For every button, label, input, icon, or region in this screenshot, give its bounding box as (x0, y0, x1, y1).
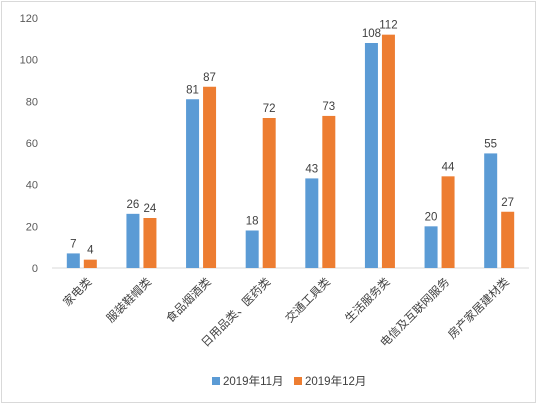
legend-swatch (294, 377, 302, 385)
legend-label: 2019年12月 (305, 374, 366, 388)
data-label: 112 (379, 20, 397, 32)
bar (245, 230, 259, 268)
data-label: 24 (144, 203, 157, 215)
bar (441, 176, 455, 268)
category-label: 交通工具类 (282, 274, 333, 325)
data-label: 27 (501, 197, 514, 209)
bar (484, 153, 498, 268)
bar (66, 253, 80, 268)
category-label: 食品烟酒类 (163, 274, 214, 325)
y-tick-label: 100 (20, 55, 38, 67)
legend-swatch (212, 377, 220, 385)
bar (186, 99, 200, 268)
data-label: 7 (70, 238, 76, 250)
bar (262, 118, 276, 268)
y-tick-label: 40 (26, 180, 38, 192)
bar (381, 34, 395, 268)
y-tick-label: 20 (26, 221, 38, 233)
data-label: 26 (127, 199, 140, 211)
legend-label: 2019年11月 (223, 374, 284, 388)
y-axis-ticks: 0 20 40 60 80 100 120 (20, 13, 38, 275)
bar (424, 226, 438, 268)
category-label: 服装鞋帽类 (104, 274, 155, 325)
y-tick-label: 60 (26, 138, 38, 150)
legend: 2019年11月 2019年12月 (212, 374, 366, 388)
data-label: 72 (263, 103, 276, 115)
data-label: 87 (203, 72, 216, 84)
bar (143, 218, 157, 268)
category-label: 家电类 (60, 274, 95, 309)
bar (203, 86, 217, 268)
data-label: 81 (186, 84, 199, 96)
bar (322, 115, 336, 269)
data-label: 108 (362, 28, 381, 40)
category-label: 房产家居建材类 (445, 274, 512, 341)
data-label: 43 (305, 163, 318, 175)
data-label: 4 (87, 245, 94, 257)
bar (364, 43, 378, 268)
data-label: 44 (442, 161, 455, 173)
bar (83, 259, 97, 268)
bar (305, 178, 319, 268)
y-tick-label: 120 (20, 13, 38, 25)
bars (66, 34, 515, 269)
data-label: 20 (425, 211, 438, 223)
y-tick-label: 80 (26, 96, 38, 108)
data-label: 55 (484, 138, 497, 150)
category-label: 生活服务类 (342, 274, 393, 325)
data-label: 18 (246, 216, 259, 228)
bar (126, 213, 140, 268)
data-label: 73 (322, 101, 335, 113)
bar (501, 211, 515, 268)
y-tick-label: 0 (32, 263, 38, 275)
